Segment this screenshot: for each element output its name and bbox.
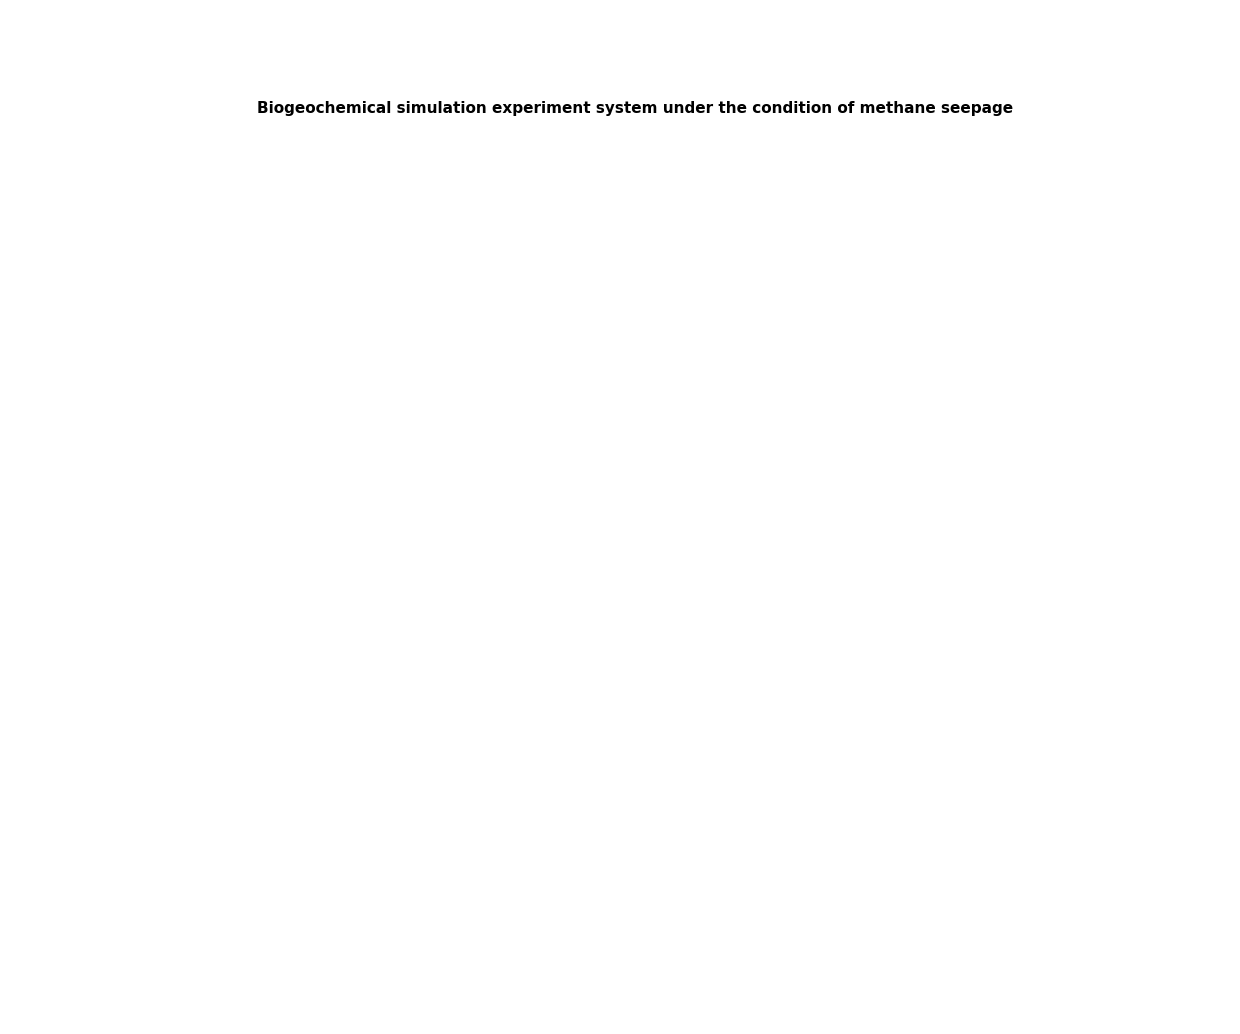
Title: Biogeochemical simulation experiment system under the condition of methane seepa: Biogeochemical simulation experiment sys… — [258, 101, 1013, 116]
